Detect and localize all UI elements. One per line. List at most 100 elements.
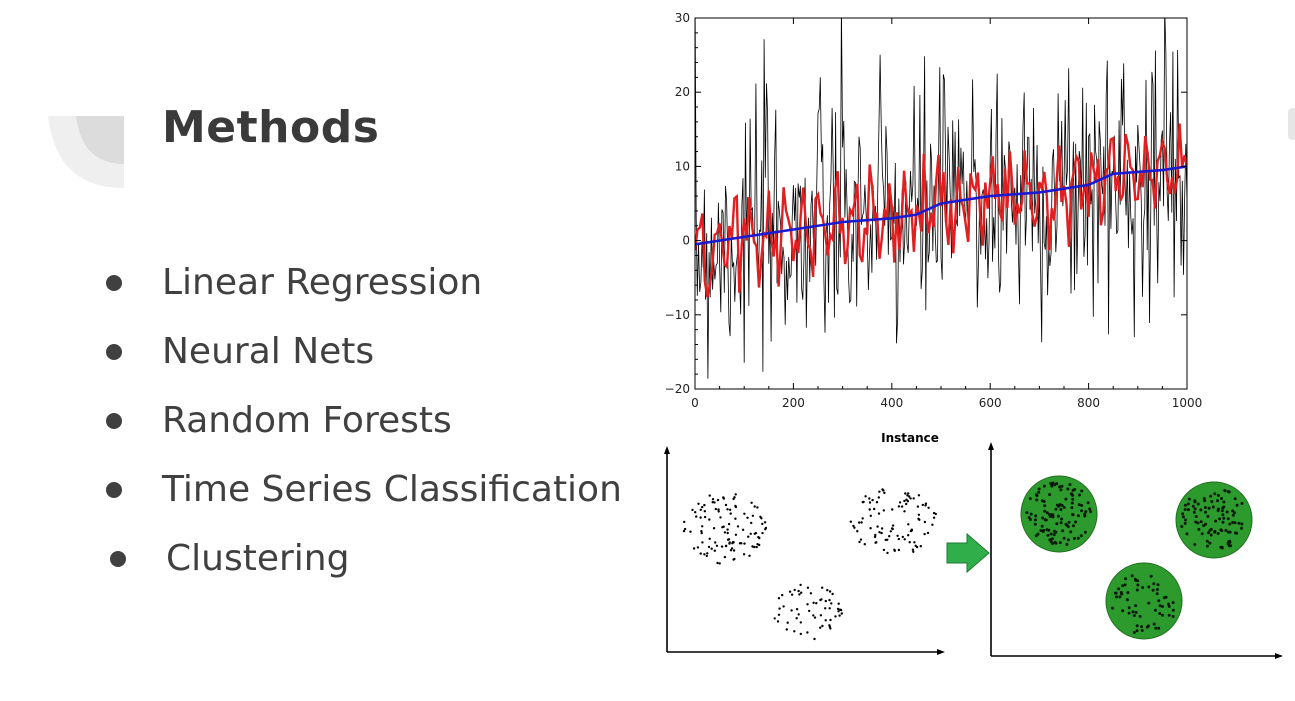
data-point xyxy=(795,608,799,611)
cluster-point xyxy=(1240,526,1243,530)
data-point xyxy=(904,492,907,495)
data-point xyxy=(758,536,761,540)
bullet-dot xyxy=(106,482,122,498)
data-point xyxy=(812,614,815,617)
cluster-point xyxy=(1146,624,1150,628)
cluster-point xyxy=(1067,520,1071,524)
chart-axes: 0 200 400 600 800 1000 30 20 10 0 −10 −20 xyxy=(665,11,1203,410)
cluster-point xyxy=(1210,500,1214,503)
cluster-point xyxy=(1219,545,1223,549)
data-point xyxy=(777,613,781,616)
cluster-point xyxy=(1064,522,1068,526)
data-point xyxy=(727,522,731,526)
data-point xyxy=(868,497,871,500)
data-point xyxy=(840,612,843,615)
data-point xyxy=(897,505,901,508)
bullet-text: Random Forests xyxy=(162,400,452,441)
cluster-point xyxy=(1184,518,1187,522)
data-point xyxy=(897,537,900,541)
decorative-shape xyxy=(48,116,124,188)
cluster-point xyxy=(1074,520,1078,524)
cluster-point xyxy=(1072,536,1076,540)
cluster-point xyxy=(1171,614,1175,618)
cluster-point xyxy=(1208,541,1212,545)
cluster-point xyxy=(1042,484,1046,488)
bullet-dot xyxy=(110,551,126,567)
x-axis-label: Instance xyxy=(881,431,939,445)
data-point xyxy=(759,515,762,518)
cluster-point xyxy=(1071,513,1075,517)
cluster-point xyxy=(1059,508,1063,511)
data-point xyxy=(726,531,729,535)
data-point xyxy=(703,510,706,513)
cluster-point xyxy=(1058,541,1062,545)
data-point xyxy=(880,527,884,530)
data-point xyxy=(878,531,881,534)
cluster-point xyxy=(1140,625,1143,629)
cluster-point xyxy=(1028,497,1032,501)
next-slide-tab[interactable] xyxy=(1288,108,1295,140)
data-point xyxy=(888,535,891,538)
data-point xyxy=(697,502,700,505)
data-point xyxy=(736,525,740,528)
cluster-point xyxy=(1222,500,1226,504)
cluster-point xyxy=(1113,591,1117,595)
cluster-point xyxy=(1224,528,1228,532)
cluster-point xyxy=(1231,513,1235,517)
data-point xyxy=(819,598,822,602)
data-point xyxy=(932,516,936,519)
cluster-point xyxy=(1039,529,1043,533)
cluster-point xyxy=(1136,579,1140,583)
cluster-point xyxy=(1204,510,1208,514)
data-point xyxy=(701,525,704,528)
cluster-point xyxy=(1080,504,1084,507)
data-point xyxy=(700,530,703,533)
cluster-point xyxy=(1127,611,1131,615)
data-point xyxy=(785,628,788,631)
data-point xyxy=(837,602,840,605)
data-point xyxy=(819,614,823,617)
cluster-point xyxy=(1167,604,1171,608)
data-point xyxy=(683,520,686,524)
x-tick-label: 1000 xyxy=(1172,396,1203,410)
cluster-point xyxy=(1235,503,1239,507)
y-tick-label: 10 xyxy=(675,159,690,173)
cluster-point xyxy=(1141,586,1145,589)
data-point xyxy=(869,527,872,530)
data-point xyxy=(871,498,874,502)
data-point xyxy=(890,527,894,530)
data-point xyxy=(700,531,703,535)
clustering-diagram xyxy=(664,442,1283,659)
cluster-point xyxy=(1068,483,1072,487)
data-point xyxy=(824,599,827,603)
smoothed-series-path xyxy=(695,123,1187,298)
cluster-point xyxy=(1043,509,1047,513)
data-point xyxy=(714,541,717,544)
data-point xyxy=(703,553,706,556)
data-point xyxy=(703,515,707,519)
data-point xyxy=(877,496,880,499)
data-point xyxy=(921,503,924,507)
cluster-point xyxy=(1058,485,1062,489)
data-point xyxy=(716,561,719,565)
data-point xyxy=(732,541,735,544)
cluster-point xyxy=(1206,514,1210,518)
cluster-point xyxy=(1052,533,1056,537)
cluster-point xyxy=(1202,524,1206,528)
cluster-point xyxy=(1194,520,1198,524)
data-point xyxy=(808,609,811,613)
y-tick-label: 20 xyxy=(675,85,690,99)
data-point xyxy=(706,552,709,555)
trend-series-line xyxy=(695,165,1187,246)
cluster-point xyxy=(1078,493,1081,497)
unclustered-points xyxy=(682,488,937,641)
data-point xyxy=(708,494,711,497)
cluster-point xyxy=(1132,631,1136,634)
bullet-dot xyxy=(106,344,122,360)
cluster-point xyxy=(1187,497,1191,501)
data-point xyxy=(853,526,856,529)
cluster-point xyxy=(1237,521,1241,525)
cluster-point xyxy=(1035,498,1039,502)
data-point xyxy=(907,534,910,537)
cluster-point xyxy=(1171,608,1175,612)
